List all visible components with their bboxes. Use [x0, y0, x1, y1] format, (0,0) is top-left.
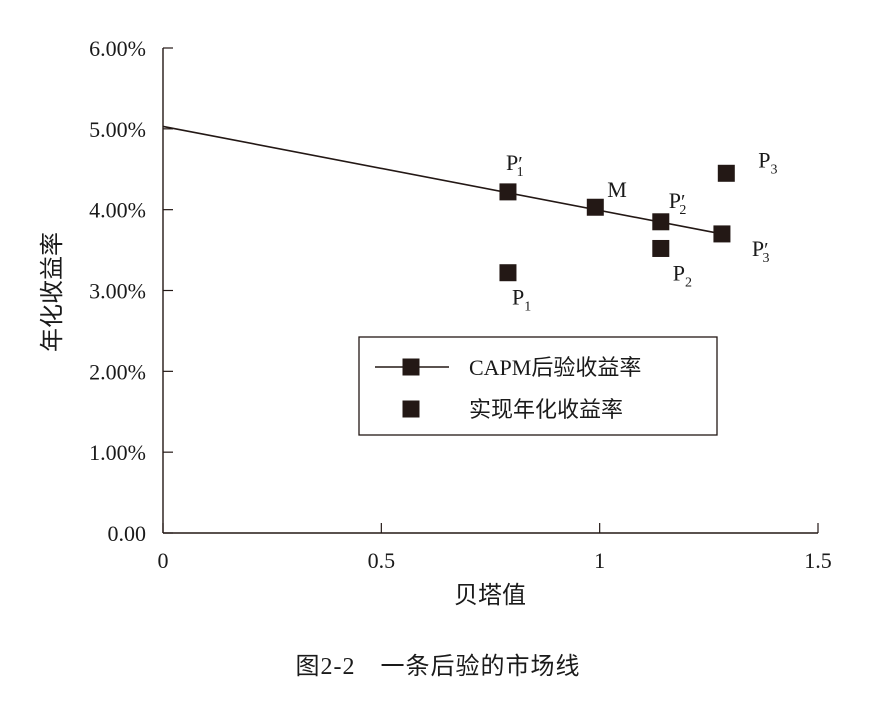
legend-label-capm: CAPM后验收益率: [469, 355, 641, 380]
capm-line: [162, 125, 723, 235]
y-tick-label: 0.00: [108, 521, 147, 546]
realized-point: [499, 264, 517, 282]
capm-point: [586, 198, 604, 216]
legend-marker-realized: [402, 400, 420, 418]
point-label: P′2: [669, 188, 687, 218]
capm-point: [499, 183, 517, 201]
point-label: P′1: [506, 150, 524, 180]
x-tick-label: 1.5: [804, 548, 832, 573]
legend-label-realized: 实现年化收益率: [469, 397, 623, 422]
legend-marker-capm: [402, 358, 420, 376]
realized-point: [717, 164, 735, 182]
y-tick-label: 2.00%: [89, 359, 146, 384]
y-axis-title: 年化收益率: [39, 232, 66, 352]
point-label: P′3: [752, 236, 770, 266]
y-tick-label: 3.00%: [89, 279, 146, 304]
legend-box: [358, 336, 718, 436]
y-tick-label: 6.00%: [89, 36, 146, 61]
capm-point: [652, 213, 670, 231]
x-axis-title: 贝塔值: [454, 582, 526, 609]
capm-point: [713, 225, 731, 243]
x-tick-label: 1: [594, 548, 605, 573]
point-label: M: [607, 177, 627, 202]
y-tick-label: 5.00%: [89, 117, 146, 142]
x-tick-label: 0: [158, 548, 169, 573]
point-label: P2: [673, 260, 692, 290]
figure-caption: 图2-2 一条后验的市场线: [295, 654, 581, 680]
y-tick-label: 1.00%: [89, 440, 146, 465]
x-tick-label: 0.5: [368, 548, 396, 573]
y-tick-label: 4.00%: [89, 198, 146, 223]
point-label: P1: [512, 285, 531, 315]
point-label: P3: [758, 147, 777, 177]
realized-point: [652, 239, 670, 257]
